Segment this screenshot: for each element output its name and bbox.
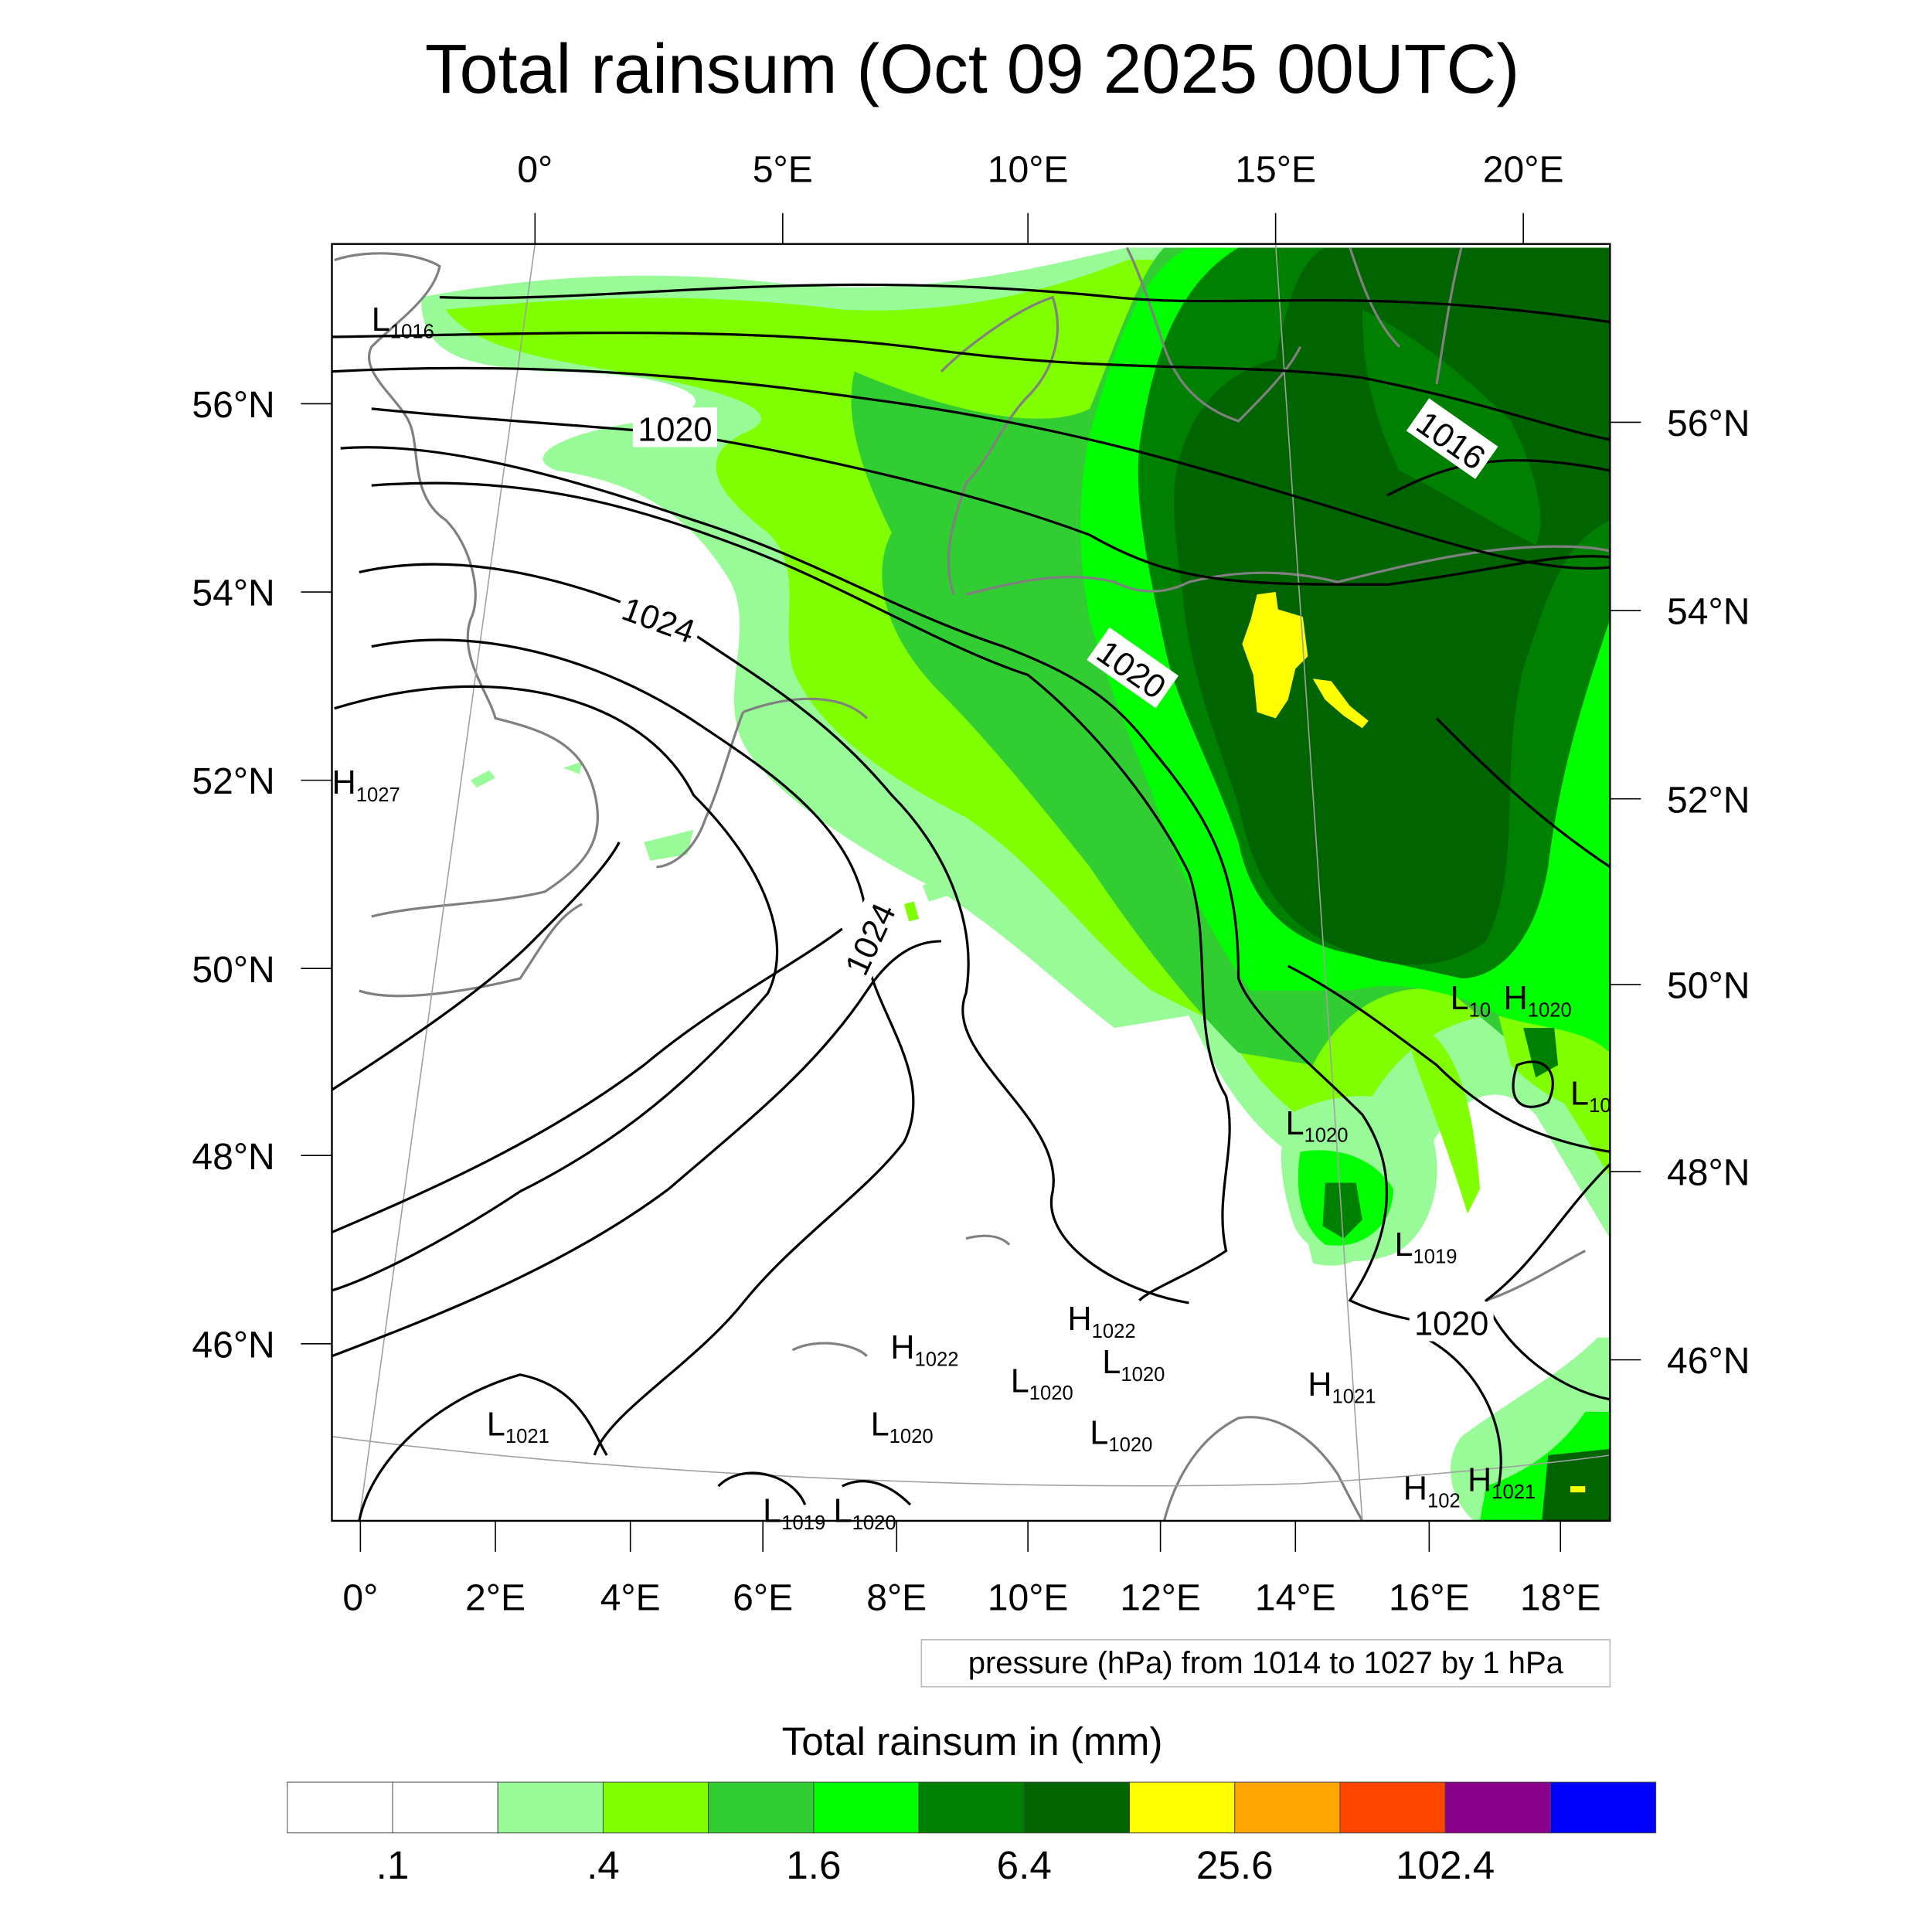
left-lat-tick-label: 46°N <box>192 1324 274 1366</box>
isobars <box>332 283 1611 1521</box>
colorbar-label: .1 <box>376 1843 410 1887</box>
colorbar: Total rainsum in (mm) .1 .4 1.6 6.4 25.6 102.… <box>287 1719 1657 1887</box>
colorbar-swatch <box>287 1781 393 1834</box>
chart-title: Total rainsum (Oct 09 2025 00UTC) <box>425 31 1519 108</box>
right-lat-tick-label: 56°N <box>1667 403 1750 444</box>
bottom-lon-tick-label: 4°E <box>600 1577 661 1618</box>
pressure-center-low: L1020 <box>1285 1105 1348 1147</box>
axis-tick-labels: 0° 5°E 10°E 15°E 20°E 0° 2°E 4°E 6°E 8°E 10°E 12°E 1… <box>192 149 1750 1619</box>
colorbar-title: Total rainsum in (mm) <box>782 1719 1163 1764</box>
colorbar-swatch <box>1129 1781 1236 1834</box>
map-plot-area: 0° 5°E 10°E 15°E 20°E 0° 2°E 4°E 6°E 8°E 10°E 12°E 1… <box>192 149 1750 1619</box>
colorbar-swatch <box>602 1781 709 1834</box>
pressure-center-low: L1019 <box>763 1493 825 1535</box>
right-lat-tick-label: 52°N <box>1667 779 1750 821</box>
contour-info-box: pressure (hPa) from 1014 to 1027 by 1 hP… <box>920 1638 1611 1688</box>
top-lon-tick-label: 0° <box>517 149 553 191</box>
pressure-center-high: H1021 <box>1468 1461 1536 1503</box>
colorbar-label: 102.4 <box>1396 1843 1495 1887</box>
left-lat-tick-label: 54°N <box>192 573 274 614</box>
pressure-center-low: L1020 <box>1011 1362 1073 1404</box>
isobar-label-text: 1020 <box>638 412 712 449</box>
pressure-center-high: H1020 <box>1504 980 1572 1022</box>
pressure-center-low: L1020 <box>1090 1415 1152 1457</box>
isobar-label: 1020 <box>1409 1301 1494 1343</box>
top-lon-tick-label: 20°E <box>1483 149 1564 191</box>
pressure-center-high: H1021 <box>1308 1366 1376 1408</box>
bottom-lon-tick-label: 14°E <box>1255 1577 1336 1618</box>
isobar-label-text: 1020 <box>1414 1306 1488 1343</box>
colorbar-label: .4 <box>587 1843 620 1887</box>
right-lat-tick-label: 54°N <box>1667 591 1750 633</box>
rain-field <box>332 243 1611 1521</box>
top-lon-tick-label: 10°E <box>988 149 1069 191</box>
bottom-lon-tick-label: 8°E <box>866 1577 927 1618</box>
right-lat-tick-label: 50°N <box>1667 965 1750 1007</box>
bottom-lon-tick-label: 16°E <box>1389 1577 1470 1618</box>
bottom-lon-tick-label: 2°E <box>465 1577 526 1618</box>
colorbar-label: 1.6 <box>786 1843 841 1887</box>
bottom-lon-tick-label: 6°E <box>733 1577 793 1618</box>
left-lat-tick-label: 48°N <box>192 1136 274 1178</box>
pressure-center-low: L1016 <box>372 301 434 343</box>
map-frame <box>331 243 1611 1522</box>
coastlines <box>334 247 1611 1521</box>
top-lon-tick-label: 15°E <box>1235 149 1316 191</box>
colorbar-swatch <box>1444 1781 1551 1834</box>
axis-ticks <box>301 213 1641 1553</box>
top-lon-tick-label: 5°E <box>753 149 813 191</box>
left-lat-tick-label: 52°N <box>192 760 274 802</box>
pressure-center-high: H1022 <box>1067 1301 1135 1342</box>
bottom-lon-tick-label: 12°E <box>1120 1577 1201 1618</box>
pressure-center-high: H1022 <box>890 1329 958 1371</box>
pressure-center-low: L10 <box>1451 980 1492 1022</box>
colorbar-swatch <box>813 1781 920 1834</box>
left-lat-tick-label: 56°N <box>192 384 274 426</box>
colorbar-label: 25.6 <box>1196 1843 1274 1887</box>
contour-info-text: pressure (hPa) from 1014 to 1027 by 1 hP… <box>968 1646 1564 1680</box>
colorbar-swatch <box>708 1781 815 1834</box>
bottom-lon-tick-label: 0° <box>342 1577 378 1618</box>
graticule <box>332 243 1611 1521</box>
colorbar-swatch <box>1549 1781 1657 1834</box>
colorbar-swatch <box>392 1781 498 1834</box>
left-lat-tick-label: 50°N <box>192 949 274 991</box>
rain-area-25.6-plus <box>1242 592 1308 719</box>
colorbar-swatch <box>1339 1781 1446 1834</box>
pressure-center-low: L10 <box>1570 1075 1611 1117</box>
pressure-center-low: L1021 <box>487 1406 549 1447</box>
pressure-center-low: L1020 <box>1102 1344 1165 1386</box>
pressure-center-high: H102 <box>1403 1471 1461 1512</box>
bottom-lon-tick-label: 18°E <box>1520 1577 1601 1618</box>
bottom-lon-tick-label: 10°E <box>988 1577 1069 1618</box>
pressure-center-low: L1019 <box>1394 1226 1457 1268</box>
colorbar-swatch <box>1023 1781 1131 1834</box>
colorbar-label: 6.4 <box>997 1843 1052 1887</box>
right-lat-tick-label: 46°N <box>1667 1340 1750 1382</box>
colorbar-swatch <box>1234 1781 1341 1834</box>
pressure-center-high: H1027 <box>332 764 400 806</box>
pressure-center-low: L1020 <box>871 1406 934 1447</box>
isobar-label: 1020 <box>632 407 717 449</box>
colorbar-swatch <box>497 1781 604 1834</box>
right-lat-tick-label: 48°N <box>1667 1152 1750 1194</box>
pressure-center-low: L1020 <box>834 1493 896 1535</box>
colorbar-swatch <box>918 1781 1025 1834</box>
